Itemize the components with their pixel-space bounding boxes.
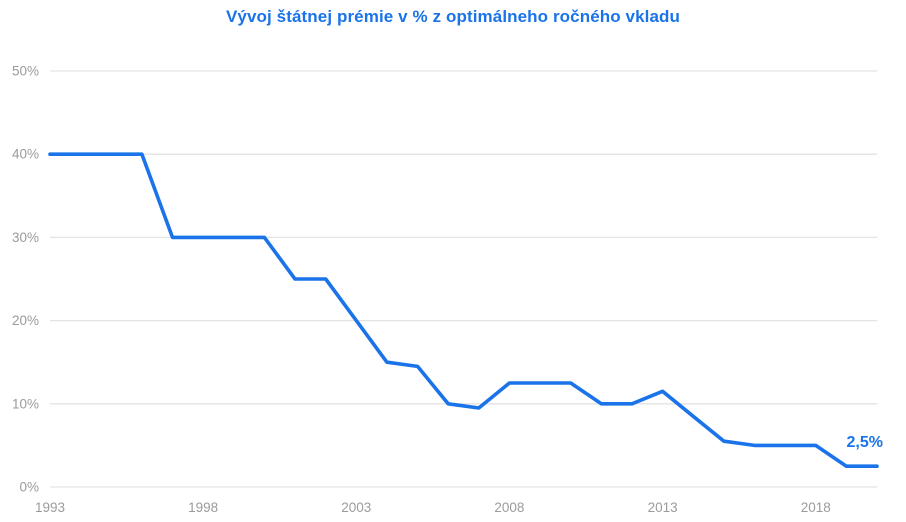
x-axis-tick-label: 2003 xyxy=(341,500,371,515)
y-axis-tick-label: 10% xyxy=(12,396,39,411)
y-axis-tick-label: 30% xyxy=(12,230,39,245)
end-value-label: 2,5% xyxy=(847,434,883,451)
x-axis-tick-label: 2008 xyxy=(494,500,524,515)
y-axis-tick-label: 40% xyxy=(12,147,39,162)
y-axis-tick-label: 50% xyxy=(12,64,39,79)
x-axis-tick-label: 1998 xyxy=(188,500,218,515)
x-axis-tick-label: 1993 xyxy=(35,500,65,515)
y-axis-tick-label: 0% xyxy=(19,480,39,495)
x-axis-tick-label: 2013 xyxy=(648,500,678,515)
chart-title: Vývoj štátnej prémie v % z optimálneho r… xyxy=(225,7,681,26)
y-axis-tick-label: 20% xyxy=(12,313,39,328)
premium-line-series xyxy=(48,152,879,469)
x-axis-tick-label: 2018 xyxy=(801,500,831,515)
